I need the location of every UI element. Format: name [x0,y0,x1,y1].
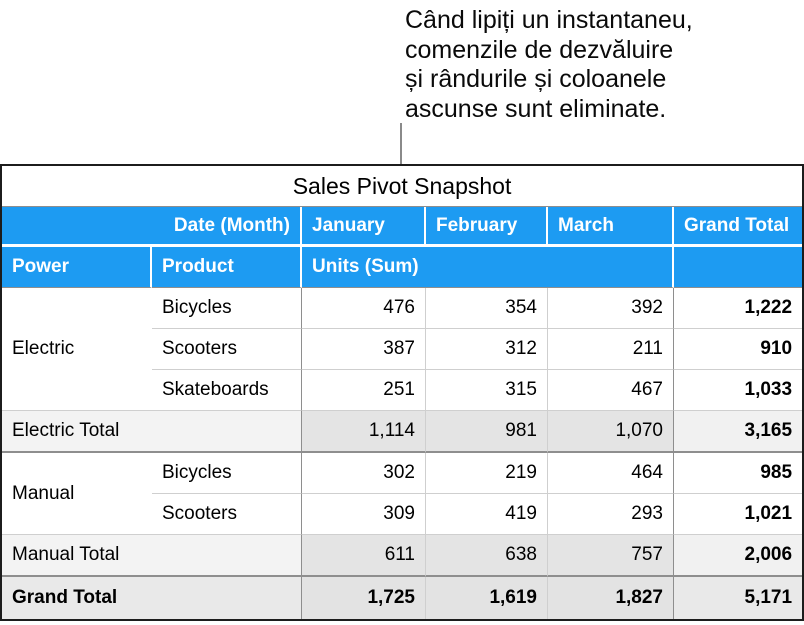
callout-connector-line [400,123,402,165]
callout-line-4: ascunse sunt eliminate. [405,94,667,123]
cell-grand-total: 2,006 [674,535,803,577]
cell-february: 315 [426,370,548,411]
callout-text: Când lipiți un instantaneu, comenzile de… [405,6,693,124]
cell-grand-total-label: Grand Total [2,577,302,619]
cell-grand-total: 910 [674,329,803,370]
cell-march: 293 [548,494,674,535]
cell-product: Scooters [152,494,302,535]
cell-january: 309 [302,494,426,535]
header-units-sum: Units (Sum) [302,247,674,288]
header-grand-total: Grand Total [674,207,803,247]
cell-march: 757 [548,535,674,577]
cell-february: 1,619 [426,577,548,619]
cell-january: 1,114 [302,411,426,453]
header-date-month: Date (Month) [2,207,302,247]
cell-march: 467 [548,370,674,411]
cell-january: 1,725 [302,577,426,619]
cell-march: 1,827 [548,577,674,619]
cell-january: 611 [302,535,426,577]
cell-january: 302 [302,453,426,494]
cell-grand-total: 1,222 [674,288,803,329]
callout-line-3: și rândurile și coloanele [405,65,667,93]
cell-power-group: Manual [2,453,152,535]
cell-total-label: Electric Total [2,411,302,453]
table-row-manual-bicycles: Manual Bicycles 302 219 464 985 [2,453,803,535]
cell-product: Bicycles [152,453,302,494]
grand-total-row: Grand Total 1,725 1,619 1,827 5,171 [2,577,803,619]
cell-february: 312 [426,329,548,370]
table-row-manual-scooters: Scooters 309 419 293 1,021 [2,494,803,535]
cell-february: 354 [426,288,548,329]
cell-grand-total: 3,165 [674,411,803,453]
cell-march: 392 [548,288,674,329]
cell-product: Skateboards [152,370,302,411]
cell-grand-total: 985 [674,453,803,494]
cell-grand-total: 1,033 [674,370,803,411]
header-grand-total-spacer [674,247,803,288]
header-product: Product [152,247,302,288]
table-row-electric-scooters: Scooters 387 312 211 910 [2,329,803,370]
header-february: February [426,207,548,247]
pivot-table: Sales Pivot Snapshot Date (Month) Januar… [0,164,804,621]
cell-march: 1,070 [548,411,674,453]
table-title-row: Sales Pivot Snapshot [2,166,803,207]
cell-february: 638 [426,535,548,577]
cell-march: 211 [548,329,674,370]
cell-february: 219 [426,453,548,494]
cell-january: 476 [302,288,426,329]
cell-january: 387 [302,329,426,370]
cell-march: 464 [548,453,674,494]
field-header-row: Power Product Units (Sum) [2,247,803,288]
header-power: Power [2,247,152,288]
table-row-electric-bicycles: Electric Bicycles 476 354 392 1,222 [2,288,803,411]
header-march: March [548,207,674,247]
total-row-electric: Electric Total 1,114 981 1,070 3,165 [2,411,803,453]
total-row-manual: Manual Total 611 638 757 2,006 [2,535,803,577]
cell-january: 251 [302,370,426,411]
table-title: Sales Pivot Snapshot [2,166,803,207]
header-january: January [302,207,426,247]
table-row-electric-skateboards: Skateboards 251 315 467 1,033 [2,370,803,411]
cell-product: Bicycles [152,288,302,329]
callout-line-1: Când lipiți un instantaneu, [405,6,693,34]
column-header-row: Date (Month) January February March Gran… [2,207,803,247]
cell-total-label: Manual Total [2,535,302,577]
cell-power-group: Electric [2,288,152,411]
callout-line-2: comenzile de dezvăluire [405,35,674,64]
cell-february: 419 [426,494,548,535]
cell-grand-total: 5,171 [674,577,803,619]
cell-february: 981 [426,411,548,453]
cell-product: Scooters [152,329,302,370]
cell-grand-total: 1,021 [674,494,803,535]
